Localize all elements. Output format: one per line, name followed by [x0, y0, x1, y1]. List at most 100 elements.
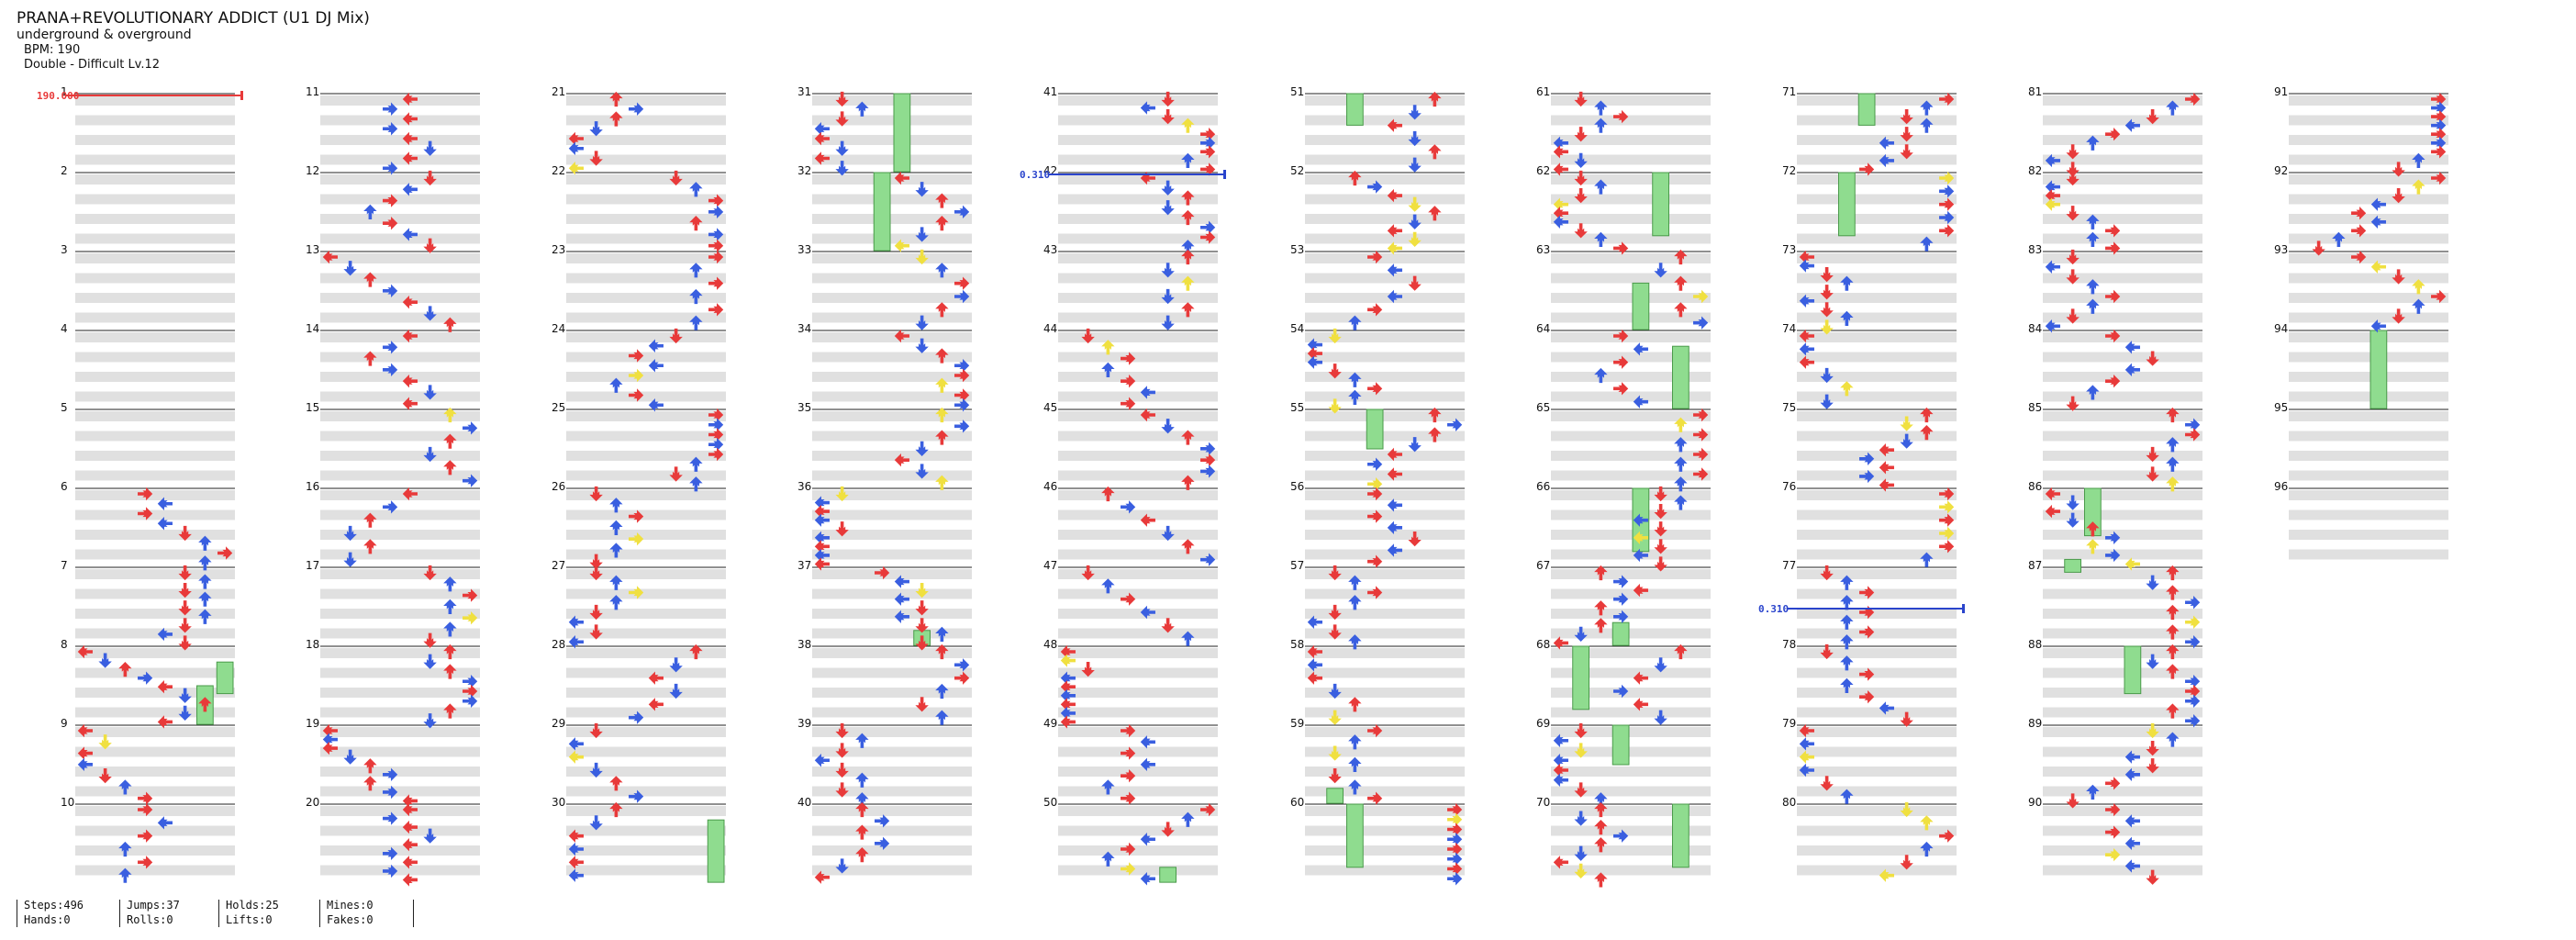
- beat-band: [1551, 667, 1711, 678]
- beat-band: [1797, 273, 1957, 284]
- beat-band: [566, 530, 726, 540]
- beat-band: [75, 372, 235, 382]
- beat-band: [1551, 135, 1711, 145]
- beat-band: [75, 233, 235, 244]
- beat-band: [320, 332, 480, 342]
- beat-band: [1058, 214, 1218, 224]
- beat-band: [566, 312, 726, 323]
- beat-band: [566, 509, 726, 520]
- beat-band: [1305, 786, 1465, 797]
- beat-band: [1551, 490, 1711, 500]
- difficulty-label: Double - Difficult Lv.12: [24, 58, 161, 72]
- beat-band: [1797, 648, 1957, 658]
- beat-band: [1305, 609, 1465, 619]
- beat-band: [320, 509, 480, 520]
- beat-band: [2289, 154, 2448, 165]
- beat-band: [566, 431, 726, 442]
- hold-body: [1326, 788, 1344, 804]
- beat-band: [812, 588, 972, 599]
- stat-mines: Mines:0: [327, 899, 374, 912]
- beat-band: [1058, 569, 1218, 579]
- beat-band: [566, 174, 726, 185]
- beat-band: [1551, 253, 1711, 263]
- beat-band: [1058, 174, 1218, 185]
- beat-band: [320, 825, 480, 836]
- beat-band: [1305, 352, 1465, 363]
- beat-band: [75, 845, 235, 856]
- beat-band: [2289, 233, 2448, 244]
- beat-band: [1797, 135, 1957, 145]
- beat-band: [1305, 332, 1465, 342]
- beat-band: [1305, 628, 1465, 639]
- beat-band: [1551, 411, 1711, 421]
- beat-band: [1551, 786, 1711, 797]
- beat-band: [2289, 470, 2448, 481]
- hold-body: [1346, 93, 1364, 126]
- song-artist: underground & overground: [17, 28, 192, 42]
- arrow-note: [1387, 498, 1402, 512]
- beat-band: [2289, 214, 2448, 224]
- measure-number: 50: [1043, 796, 1057, 809]
- beat-band: [1551, 727, 1711, 737]
- beat-band: [75, 609, 235, 619]
- measure-number: 41: [1043, 85, 1057, 98]
- beat-band: [1551, 352, 1711, 363]
- beat-band: [75, 391, 235, 402]
- beat-band: [2043, 509, 2202, 520]
- beat-band: [320, 273, 480, 284]
- beat-band: [75, 648, 235, 658]
- beat-band: [812, 154, 972, 165]
- beat-band: [2043, 233, 2202, 244]
- beat-band: [812, 648, 972, 658]
- beat-band: [2043, 667, 2202, 678]
- beat-band: [566, 569, 726, 579]
- beat-band: [1305, 509, 1465, 520]
- beat-band: [75, 135, 235, 145]
- beat-band: [1797, 825, 1957, 836]
- beat-band: [1305, 312, 1465, 323]
- measure-number: 45: [1043, 401, 1057, 414]
- beat-band: [75, 154, 235, 165]
- beat-band: [75, 786, 235, 797]
- beat-band: [1058, 648, 1218, 658]
- beat-band: [1551, 174, 1711, 185]
- beat-band: [2043, 767, 2202, 777]
- beat-band: [75, 253, 235, 263]
- measure-number: 46: [1043, 480, 1057, 493]
- beat-band: [320, 312, 480, 323]
- measure-number: 20: [306, 796, 319, 809]
- beat-band: [75, 825, 235, 836]
- beat-band: [1058, 588, 1218, 599]
- stats-col-2: Jumps:37 Rolls:0: [119, 898, 180, 927]
- measure-number: 95: [2274, 401, 2288, 414]
- beat-band: [1305, 865, 1465, 876]
- beat-band: [812, 786, 972, 797]
- beat-band: [1305, 95, 1465, 106]
- beat-band: [566, 352, 726, 363]
- measure-number: 64: [1536, 322, 1550, 335]
- beat-band: [566, 609, 726, 619]
- beat-band: [1305, 293, 1465, 303]
- stat-hands: Hands:0: [24, 913, 71, 926]
- hold-body: [1366, 408, 1384, 450]
- beat-band: [1058, 194, 1218, 205]
- beat-band: [1058, 667, 1218, 678]
- hold-body: [2064, 558, 2081, 573]
- beat-band: [320, 727, 480, 737]
- beat-band: [2043, 825, 2202, 836]
- beat-band: [812, 825, 972, 836]
- beat-band: [566, 688, 726, 698]
- measure-number: 36: [797, 480, 811, 493]
- beat-band: [2043, 253, 2202, 263]
- beat-band: [320, 293, 480, 303]
- arrow-note: [402, 183, 418, 196]
- measure-number: 14: [306, 322, 319, 335]
- beat-band: [1305, 154, 1465, 165]
- beat-band: [2043, 490, 2202, 500]
- hold-body: [1652, 172, 1669, 237]
- beat-band: [812, 509, 972, 520]
- beat-band: [1797, 667, 1957, 678]
- measure-number: 66: [1536, 480, 1550, 493]
- beat-band: [320, 707, 480, 718]
- beat-band: [2043, 588, 2202, 599]
